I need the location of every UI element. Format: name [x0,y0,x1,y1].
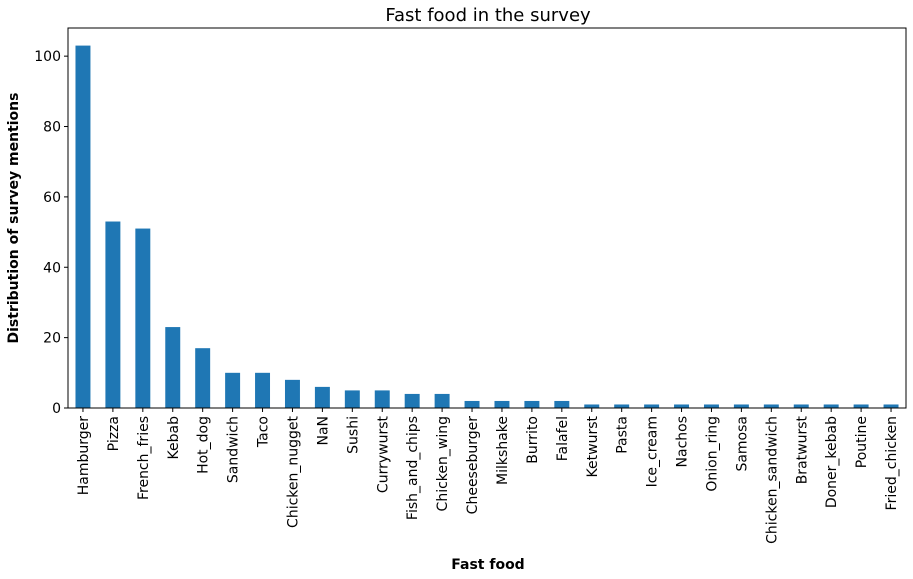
x-tick-label: Chicken_nugget [285,415,301,527]
bar-chicken-sandwich [763,404,779,408]
bar-chicken-nugget [284,379,300,408]
bar-sandwich [225,372,241,408]
y-tick-label: 20 [43,331,61,347]
x-tick-label: Samosa [734,416,750,472]
x-tick-label: Onion_ring [704,416,720,492]
bar-fried-chicken [883,404,899,408]
y-tick-label: 100 [34,49,61,65]
x-tick-label: Cheeseburger [465,416,481,515]
bar-poutine [853,404,869,408]
y-axis-label: Distribution of survey mentions [6,93,22,344]
x-tick-label: Chicken_wing [435,416,451,511]
x-tick-label: Currywurst [375,415,391,493]
x-tick-label: Hamburger [76,416,92,496]
bar-kebab [165,327,181,408]
bar-fish-and-chips [404,393,420,408]
bar-burrito [524,400,540,408]
plot-frame [67,27,907,409]
x-tick-label: Poutine [854,416,870,468]
y-axis: 0 20 40 60 80 100 [34,49,68,417]
bar-doner-kebab [823,404,839,408]
x-tick-label: Pizza [106,416,122,451]
x-tick-label: Hot_dog [196,416,212,474]
bar-french-fries [135,228,151,408]
bars-group [75,45,899,409]
bar-falafel [554,400,570,408]
y-tick-label: 0 [52,401,61,417]
bar-sushi [344,390,360,408]
bar-pizza [105,221,121,408]
bar-samosa [733,404,749,408]
x-tick-label: Falafel [555,416,571,461]
bar-bratwurst [793,404,809,408]
x-tick-label: Chicken_sandwich [764,416,780,544]
bar-onion-ring [703,404,719,408]
x-axis: Hamburger Pizza French_fries Kebab Hot_dog Sa… [76,408,900,544]
x-tick-label: NaN [315,416,331,446]
bar-ketwurst [584,404,600,408]
bar-currywurst [374,390,390,408]
x-tick-label: French_fries [136,416,152,500]
bar-pasta [614,404,630,408]
chart-title: Fast food in the survey [385,5,591,26]
x-tick-label: Nachos [675,416,691,467]
x-tick-label: Taco [256,416,272,448]
x-tick-label: Sandwich [226,416,242,483]
x-tick-label: Bratwurst [794,415,810,484]
bar-nachos [674,404,690,408]
x-tick-label: Sushi [345,416,361,454]
y-tick-label: 60 [43,190,61,206]
bar-hot-dog [195,348,211,408]
bar-chicken-wing [434,393,450,408]
x-axis-label: Fast food [451,557,524,573]
bar-nan [314,386,330,408]
x-tick-label: Burrito [525,416,541,464]
x-tick-label: Ketwurst [585,415,601,477]
x-tick-label: Pasta [615,416,631,454]
x-tick-label: Ice_cream [645,416,661,487]
x-tick-label: Fried_chicken [884,416,900,510]
y-tick-label: 80 [43,120,61,136]
bar-cheeseburger [464,400,480,408]
x-tick-label: Kebab [166,416,182,460]
x-tick-label: Doner_kebab [824,416,840,508]
bar-hamburger [75,45,91,409]
y-tick-label: 40 [43,260,61,276]
bar-taco [255,372,271,408]
x-tick-label: Fish_and_chips [405,416,421,520]
bar-milkshake [494,400,510,408]
x-tick-label: Milkshake [495,416,511,485]
bar-ice-cream [644,404,660,408]
